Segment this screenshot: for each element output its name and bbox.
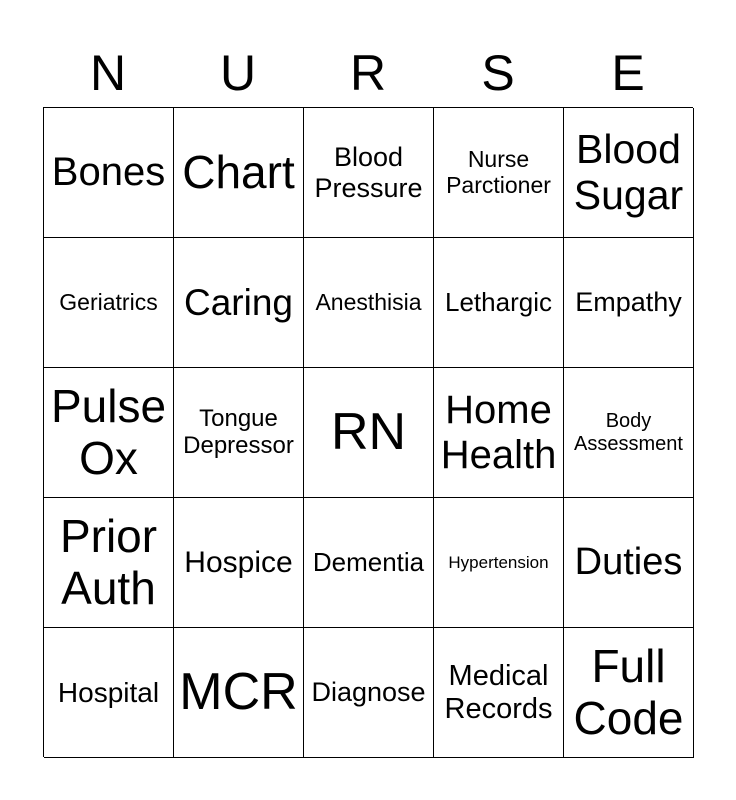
bingo-cell[interactable]: Chart — [174, 108, 304, 238]
bingo-cell[interactable]: Geriatrics — [44, 238, 174, 368]
bingo-cell[interactable]: Medical Records — [434, 628, 564, 758]
bingo-cell[interactable]: Home Health — [434, 368, 564, 498]
bingo-cell[interactable]: Anesthisia — [304, 238, 434, 368]
bingo-cell[interactable]: Empathy — [564, 238, 694, 368]
bingo-cell[interactable]: Bones — [44, 108, 174, 238]
bingo-cell[interactable]: Hospice — [174, 498, 304, 628]
bingo-cell[interactable]: Pulse Ox — [44, 368, 174, 498]
bingo-cell[interactable]: Hypertension — [434, 498, 564, 628]
bingo-grid: Bones Chart Blood Pressure Nurse Parctioner… — [43, 107, 694, 758]
bingo-cell[interactable]: Dementia — [304, 498, 434, 628]
bingo-cell[interactable]: Tongue Depressor — [174, 368, 304, 498]
bingo-header: N U R S E — [43, 40, 693, 106]
bingo-cell[interactable]: Diagnose — [304, 628, 434, 758]
bingo-cell[interactable]: Lethargic — [434, 238, 564, 368]
header-letter-r: R — [349, 45, 387, 101]
bingo-cell[interactable]: Caring — [174, 238, 304, 368]
bingo-cell[interactable]: Hospital — [44, 628, 174, 758]
header-letter-u: U — [219, 45, 257, 101]
bingo-cell[interactable]: Prior Auth — [44, 498, 174, 628]
bingo-cell[interactable]: Blood Pressure — [304, 108, 434, 238]
header-letter-n: N — [89, 45, 127, 101]
bingo-cell[interactable]: Nurse Parctioner — [434, 108, 564, 238]
bingo-cell[interactable]: MCR — [174, 628, 304, 758]
header-letter-e: E — [611, 45, 645, 101]
bingo-cell[interactable]: RN — [304, 368, 434, 498]
bingo-cell[interactable]: Blood Sugar — [564, 108, 694, 238]
header-letter-s: S — [481, 45, 515, 101]
bingo-cell[interactable]: Body Assessment — [564, 368, 694, 498]
bingo-cell[interactable]: Duties — [564, 498, 694, 628]
bingo-cell[interactable]: Full Code — [564, 628, 694, 758]
